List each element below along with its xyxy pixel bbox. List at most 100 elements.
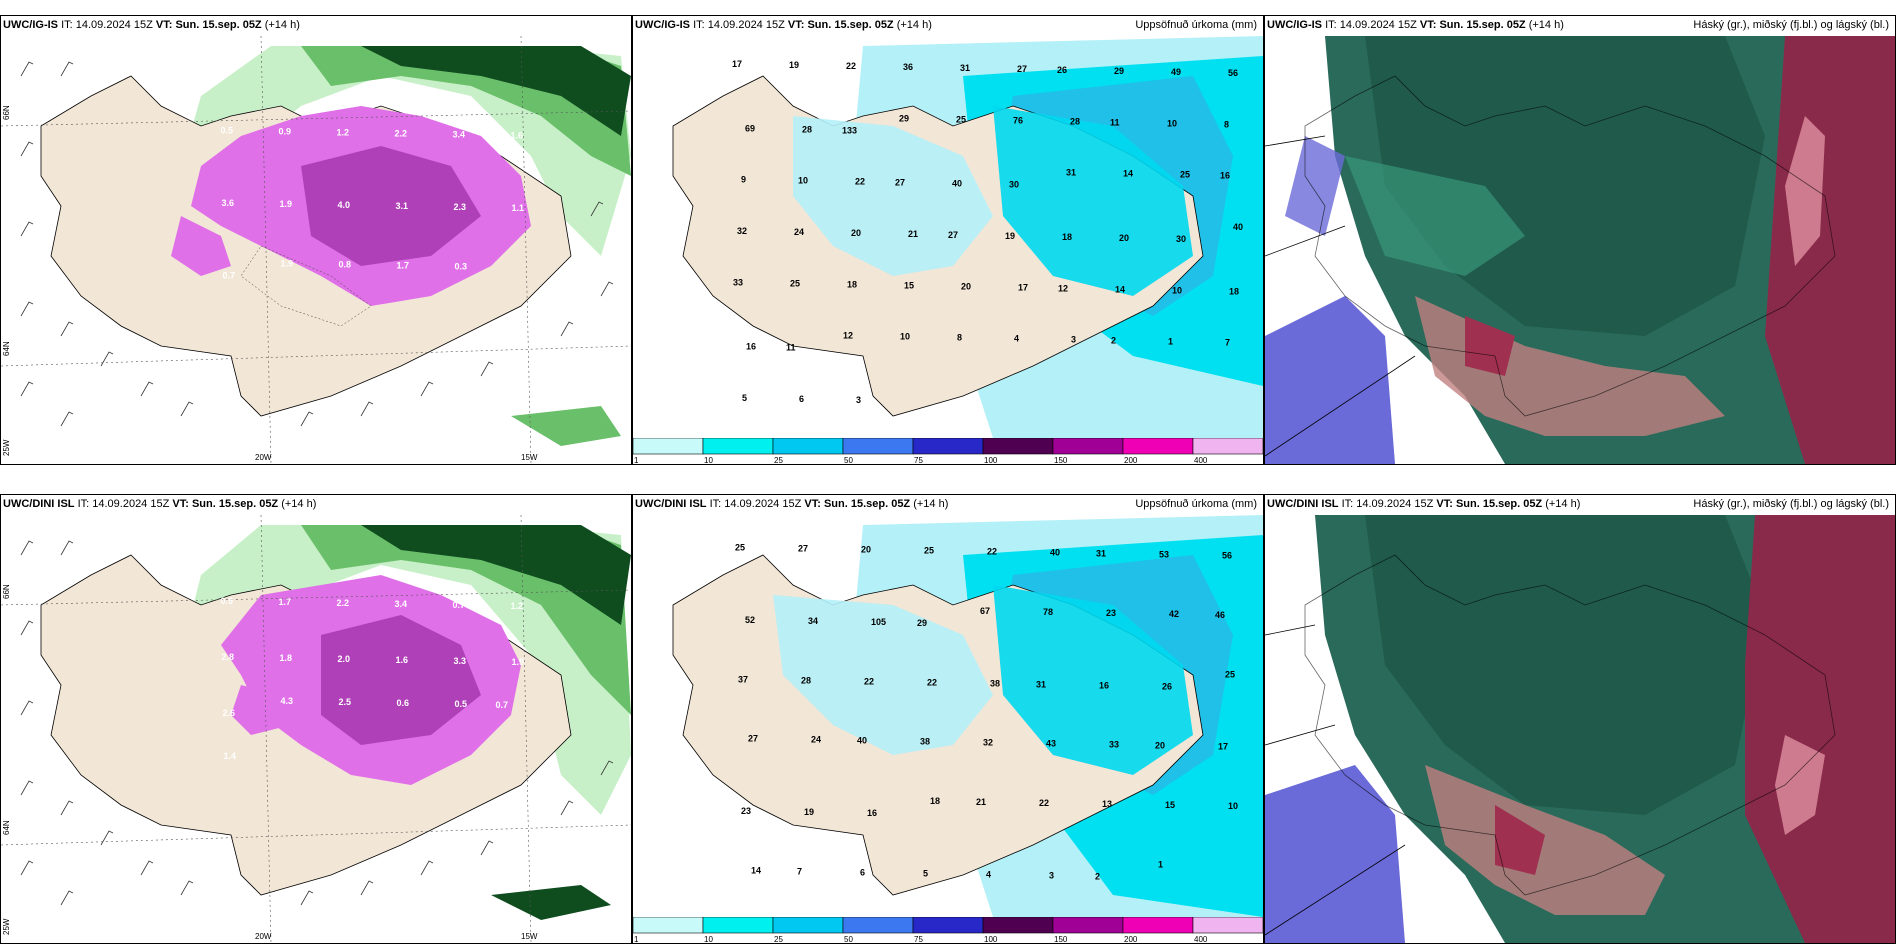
value-label: 52	[745, 615, 755, 625]
value-label: 34	[808, 616, 818, 626]
value-label: 31	[960, 63, 970, 73]
value-label: 18	[1229, 286, 1239, 296]
value-label: 2.3	[454, 202, 467, 212]
it-value: 14.09.2024 15Z	[707, 19, 785, 31]
value-label: 18	[1062, 232, 1072, 242]
value-label: 27	[798, 544, 808, 554]
value-label: 28	[802, 124, 812, 134]
lead-time: (+14 h)	[281, 498, 317, 510]
wind-panel-top: UWC/IG-IS IT: 14.09.2024 15Z VT: Sun. 15…	[0, 15, 632, 465]
wind-panel-bottom: UWC/DINI ISL IT: 14.09.2024 15Z VT: Sun.…	[0, 494, 632, 944]
value-label: 30	[1009, 180, 1019, 190]
value-label: 3	[856, 395, 861, 405]
value-label: 8	[957, 333, 962, 343]
value-label: 2.6	[223, 708, 236, 718]
cloud-title: Háský (gr.), miðský (fj.bl.) og lágský (…	[1693, 498, 1889, 510]
it-label: IT:	[709, 498, 722, 510]
value-label: 1.7	[279, 597, 292, 607]
value-label: 25	[790, 278, 800, 288]
value-label: 4	[1014, 334, 1019, 344]
value-label: 19	[804, 807, 814, 817]
forecast-row-bottom: UWC/DINI ISL IT: 14.09.2024 15Z VT: Sun.…	[0, 494, 1900, 944]
value-label: 1.1	[512, 203, 525, 213]
legend-swatch	[912, 917, 984, 934]
value-label: 43	[1046, 739, 1056, 749]
legend-tick: 150	[1054, 456, 1068, 464]
it-label: IT:	[61, 19, 73, 31]
value-label: 78	[1043, 607, 1053, 617]
cloud-map[interactable]	[1265, 515, 1895, 943]
value-label: 12	[843, 331, 853, 341]
value-label: 2.2	[395, 128, 408, 138]
value-label: 11	[786, 343, 796, 353]
wind-value-labels: 0.9 1.7 2.2 3.4 0.7 1.2 2.8 1.8 2.0 1.6 3.3 1.9 2.6 4…	[221, 596, 525, 761]
value-label: 18	[847, 279, 857, 289]
value-label: 6	[860, 867, 865, 877]
value-label: 26	[1057, 65, 1067, 75]
value-label: 11	[1110, 117, 1120, 127]
legend-swatch	[1052, 438, 1124, 455]
legend-swatch	[982, 438, 1054, 455]
value-label: 15	[904, 280, 914, 290]
lead-time: (+14 h)	[1528, 19, 1564, 31]
value-label: 1.8	[280, 653, 293, 663]
value-label: 23	[1106, 608, 1116, 618]
legend-tick: 200	[1124, 456, 1138, 464]
vt-label: VT:	[804, 498, 821, 510]
wind-map[interactable]: 66N 64N 25W 20W 15W 0.5 0.9 1.2 2.2 3.4 1.6 3.…	[1, 36, 631, 464]
value-label: 27	[1017, 64, 1027, 74]
legend-swatch	[633, 917, 704, 934]
value-label: 27	[748, 734, 758, 744]
wind-map[interactable]: 66N 64N 25W 20W 15W 0.9 1.7 2.2 3.4 0.7 1.2 2.…	[1, 515, 631, 943]
value-label: 26	[1162, 681, 1172, 691]
legend-tick: 75	[914, 935, 923, 943]
value-label: 4.3	[281, 696, 294, 706]
it-label: IT:	[1325, 19, 1337, 31]
it-value: 14.09.2024 15Z	[75, 19, 153, 31]
legend-swatch	[772, 438, 844, 455]
value-label: 20	[851, 228, 861, 238]
value-label: 7	[797, 866, 802, 876]
legend-swatch	[982, 917, 1054, 934]
model-name: UWC/DINI ISL	[1267, 498, 1339, 510]
legend-tick: 150	[1054, 935, 1068, 943]
value-label: 17	[1018, 282, 1028, 292]
value-label: 22	[927, 677, 937, 687]
value-label: 21	[908, 229, 918, 239]
lon-label: 20W	[255, 932, 272, 941]
value-label: 28	[801, 675, 811, 685]
legend-tick: 400	[1194, 456, 1208, 464]
value-label: 25	[1225, 669, 1235, 679]
value-label: 20	[961, 281, 971, 291]
value-label: 24	[794, 227, 804, 237]
lon-label: 20W	[255, 453, 272, 462]
lead-time: (+14 h)	[896, 19, 932, 31]
value-label: 1	[1158, 859, 1163, 869]
legend-swatch	[912, 438, 984, 455]
vt-value: Sun. 15.sep. 05Z	[807, 19, 894, 31]
value-label: 0.7	[453, 600, 466, 610]
value-label: 1.6	[511, 130, 524, 140]
value-label: 67	[980, 606, 990, 616]
value-label: 0.5	[455, 699, 468, 709]
legend-swatch	[702, 438, 774, 455]
cloud-title: Háský (gr.), miðský (fj.bl.) og lágský (…	[1693, 19, 1889, 31]
legend-swatch	[842, 917, 914, 934]
cloud-panel-bottom: UWC/DINI ISL IT: 14.09.2024 15Z VT: Sun.…	[1264, 494, 1896, 944]
value-label: 25	[735, 543, 745, 553]
value-label: 31	[1036, 679, 1046, 689]
value-label: 3	[1049, 870, 1054, 880]
value-label: 29	[899, 113, 909, 123]
vt-value: Sun. 15.sep. 05Z	[1439, 19, 1526, 31]
model-name: UWC/DINI ISL	[635, 498, 707, 510]
lat-label: 64N	[2, 820, 11, 835]
precip-legend: 1 10 25 50 75 100 150 200 400	[633, 917, 1263, 943]
cloud-map[interactable]	[1265, 36, 1895, 464]
value-label: 1.4	[224, 751, 237, 761]
legend-tick: 75	[914, 456, 923, 464]
value-label: 21	[976, 797, 986, 807]
legend-tick: 25	[774, 935, 783, 943]
